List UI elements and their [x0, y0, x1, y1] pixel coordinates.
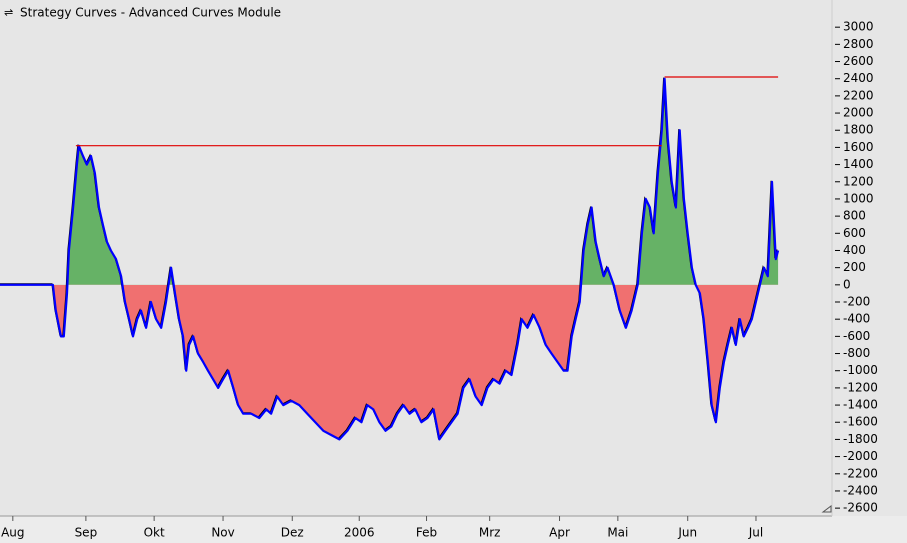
y-tick-label: 600	[843, 226, 866, 240]
chart-title: Strategy Curves - Advanced Curves Module	[20, 6, 281, 20]
title-icon: ⇌	[4, 6, 13, 19]
y-tick-label: 2600	[843, 54, 874, 68]
x-tick-label: Nov	[211, 526, 234, 540]
y-tick-label: -2000	[843, 449, 878, 463]
y-tick-label: 2200	[843, 88, 874, 102]
y-tick-label: -1000	[843, 363, 878, 377]
y-tick-label: -2600	[843, 501, 878, 515]
y-tick-label: -1600	[843, 415, 878, 429]
resize-icon	[821, 505, 832, 513]
x-tick-label: Jun	[677, 526, 697, 540]
x-tick-label: Jul	[748, 526, 763, 540]
y-tick-label: -1200	[843, 380, 878, 394]
y-tick-label: 1400	[843, 157, 874, 171]
y-tick-label: 400	[843, 243, 866, 257]
x-tick-label: Aug	[1, 526, 24, 540]
x-tick-label: Mai	[607, 526, 628, 540]
y-tick-label: -200	[843, 295, 870, 309]
y-tick-label: 2400	[843, 71, 874, 85]
x-axis-strip	[0, 516, 907, 543]
y-tick-label: -600	[843, 329, 870, 343]
y-tick-label: 200	[843, 260, 866, 274]
y-tick-label: 2800	[843, 37, 874, 51]
y-tick-label: -2400	[843, 483, 878, 497]
y-tick-label: -400	[843, 312, 870, 326]
equity-line	[0, 77, 780, 441]
y-tick-label: 1800	[843, 123, 874, 137]
y-tick-label: -1400	[843, 398, 878, 412]
y-tick-label: 1200	[843, 174, 874, 188]
y-tick-label: 1600	[843, 140, 874, 154]
x-tick-label: Sep	[75, 526, 98, 540]
y-tick-label: -2200	[843, 466, 878, 480]
y-tick-label: -1800	[843, 432, 878, 446]
positive-area	[0, 78, 779, 285]
y-tick-label: -800	[843, 346, 870, 360]
y-tick-label: 2000	[843, 106, 874, 120]
x-tick-label: 2006	[344, 526, 375, 540]
x-tick-label: Dez	[281, 526, 304, 540]
x-tick-label: Mrz	[479, 526, 501, 540]
y-tick-label: 3000	[843, 20, 874, 34]
x-tick-label: Apr	[549, 526, 570, 540]
negative-area	[0, 284, 779, 440]
y-tick-label: 1000	[843, 191, 874, 205]
x-tick-label: Okt	[144, 526, 165, 540]
x-tick-label: Feb	[416, 526, 437, 540]
y-tick-label: 0	[843, 277, 851, 291]
y-tick-label: 800	[843, 209, 866, 223]
